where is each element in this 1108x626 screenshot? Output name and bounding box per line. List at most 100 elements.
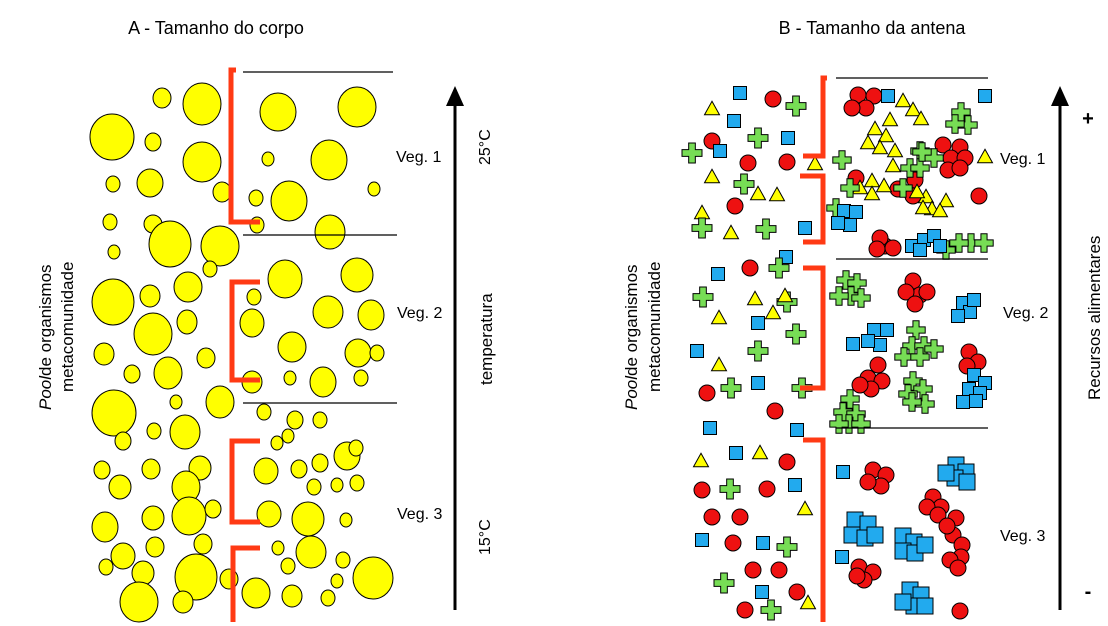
blue-square-organism [835, 550, 849, 564]
blue-square-organism [733, 86, 747, 100]
green-cross-organism [894, 347, 914, 367]
vegetation-organism-circle [348, 439, 364, 457]
pool-organism-circle [119, 581, 159, 623]
red-circle-organism [766, 402, 784, 420]
red-circle-organism [951, 602, 969, 620]
panel-b-veg-3-label: Veg. 3 [1000, 528, 1045, 545]
blue-square-organism [755, 585, 769, 599]
vegetation-organism-circle [291, 501, 325, 537]
blue-square-organism [933, 239, 947, 253]
blue-square-organism [866, 526, 884, 544]
yellow-triangle-organism [710, 309, 728, 325]
yellow-triangle-organism [937, 192, 955, 208]
green-cross-organism [755, 218, 777, 240]
panel-b-pool-label: Poolde organismos [622, 264, 641, 410]
pool-organism-circle [133, 312, 173, 356]
green-cross-organism [829, 286, 849, 306]
blue-square-organism [951, 309, 965, 323]
pool-organism-circle [174, 553, 218, 601]
blue-square-organism [781, 131, 795, 145]
yellow-triangle-organism [894, 92, 912, 108]
green-cross-organism [851, 414, 871, 434]
blue-square-organism [916, 536, 934, 554]
blue-square-organism [751, 316, 765, 330]
vegetation-organism-circle [309, 366, 337, 398]
pool-organism-circle [202, 260, 218, 278]
yellow-triangle-organism [710, 356, 728, 372]
blue-square-organism [727, 114, 741, 128]
yellow-triangle-organism [722, 224, 740, 240]
red-circle-organism [934, 136, 952, 154]
green-cross-organism [949, 233, 969, 253]
vegetation-organism-circle [335, 551, 351, 569]
pool-organism-circle [89, 113, 135, 161]
panel-b-veg-1-label: Veg. 1 [1000, 151, 1045, 168]
yellow-triangle-organism [884, 157, 902, 173]
pool-organism-circle [136, 168, 164, 198]
vegetation-organism-circle [246, 288, 262, 306]
pool-organism-circle [145, 536, 165, 558]
red-circle-organism [970, 187, 988, 205]
pool-organism-circle [193, 533, 213, 555]
blue-square-organism [790, 423, 804, 437]
red-circle-organism [693, 481, 711, 499]
blue-square-organism [913, 243, 927, 257]
pool-organism-circle [182, 82, 222, 126]
pool-organism-circle [212, 181, 232, 203]
blue-square-organism [711, 267, 725, 281]
yellow-triangle-organism [692, 452, 710, 468]
green-cross-organism [785, 95, 807, 117]
pool-organism-circle [196, 347, 216, 369]
pool-organism-circle [169, 394, 183, 410]
pool-organism-circle [204, 499, 222, 519]
pool-organism-circle [205, 385, 235, 419]
blue-square-organism [756, 536, 770, 550]
yellow-triangle-organism [796, 500, 814, 516]
panel-b-minus-sign: - [1085, 581, 1092, 603]
vegetation-organism-circle [367, 181, 381, 197]
red-circle-organism [951, 159, 969, 177]
yellow-triangle-organism [881, 111, 899, 127]
red-circle-organism [851, 376, 869, 394]
green-cross-organism [893, 178, 913, 198]
vegetation-organism-circle [281, 584, 303, 608]
vegetation-organism-circle [349, 474, 365, 492]
blue-square-organism [788, 478, 802, 492]
barrier-segment [228, 67, 260, 225]
yellow-triangle-organism [912, 110, 930, 126]
barrier-segment [230, 545, 260, 622]
barrier-segment [803, 75, 827, 159]
vegetation-organism-circle [320, 589, 336, 607]
vegetation-organism-circle [241, 577, 271, 609]
pool-organism-circle [110, 542, 136, 570]
panel-b-title: B - Tamanho da antena [779, 18, 967, 38]
yellow-triangle-organism [764, 304, 782, 320]
red-circle-organism [764, 90, 782, 108]
red-circle-organism [703, 508, 721, 526]
panel-a-temperature-arrow [446, 86, 464, 610]
red-circle-organism [859, 473, 877, 491]
yellow-triangle-organism [806, 155, 824, 171]
pool-organism-circle [152, 87, 172, 109]
pool-organism-circle [172, 590, 194, 614]
green-cross-organism [902, 392, 922, 412]
green-cross-organism [840, 178, 860, 198]
green-cross-organism [832, 150, 852, 170]
panel-b-barrier [800, 75, 827, 622]
yellow-triangle-organism [866, 120, 884, 136]
red-circle-organism [726, 197, 744, 215]
vegetation-organism-circle [369, 344, 385, 362]
panel-a-temperature-label: temperatura [477, 293, 496, 385]
panel-a-barrier [228, 67, 260, 622]
red-circle-organism [938, 517, 956, 535]
green-cross-organism [747, 340, 769, 362]
yellow-triangle-organism [863, 185, 881, 201]
red-circle-organism [906, 295, 924, 313]
green-cross-organism [776, 536, 798, 558]
pool-organism-circle [139, 284, 161, 308]
vegetation-organism-circle [353, 369, 369, 387]
blue-square-organism [963, 305, 977, 319]
blue-square-organism [880, 323, 894, 337]
blue-square-organism [798, 221, 812, 235]
